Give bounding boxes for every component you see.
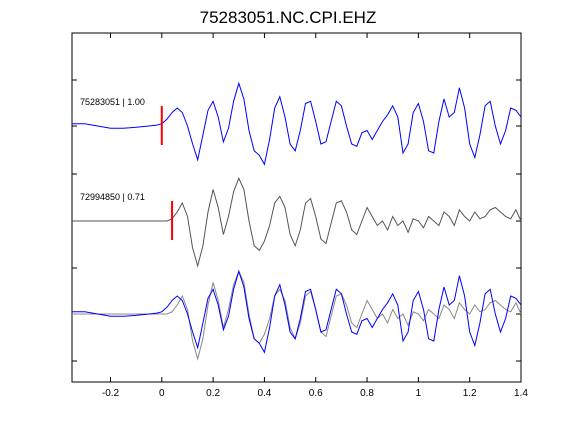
plot-frame — [71, 32, 522, 383]
x-tick-label: 1.4 — [514, 388, 528, 399]
x-tick-label: 0.4 — [257, 388, 271, 399]
x-tick-label: 0.8 — [360, 388, 374, 399]
overlay-trace-2 — [72, 270, 522, 361]
trace-label-2: 72994850 | 0.71 — [80, 192, 145, 202]
overlay-trace-1 — [72, 269, 522, 354]
chart-title: 75283051.NC.CPI.EHZ — [200, 8, 377, 27]
x-tick-label: 0.6 — [309, 388, 323, 399]
trace-line-1 — [72, 81, 522, 166]
axis-ticks: -0.2 0 0.2 0.4 0.6 0.8 1 1.2 1.4 — [72, 33, 528, 399]
trace-group: 75283051 | 1.00 72994850 | 0.71 — [72, 81, 522, 361]
x-tick-label: 1 — [416, 388, 422, 399]
x-tick-label: -0.2 — [102, 388, 120, 399]
x-tick-label: 0 — [159, 388, 165, 399]
trace-label-1: 75283051 | 1.00 — [80, 97, 145, 107]
x-tick-label: 1.2 — [463, 388, 477, 399]
trace-line-2 — [72, 177, 522, 268]
x-tick-label: 0.2 — [206, 388, 220, 399]
